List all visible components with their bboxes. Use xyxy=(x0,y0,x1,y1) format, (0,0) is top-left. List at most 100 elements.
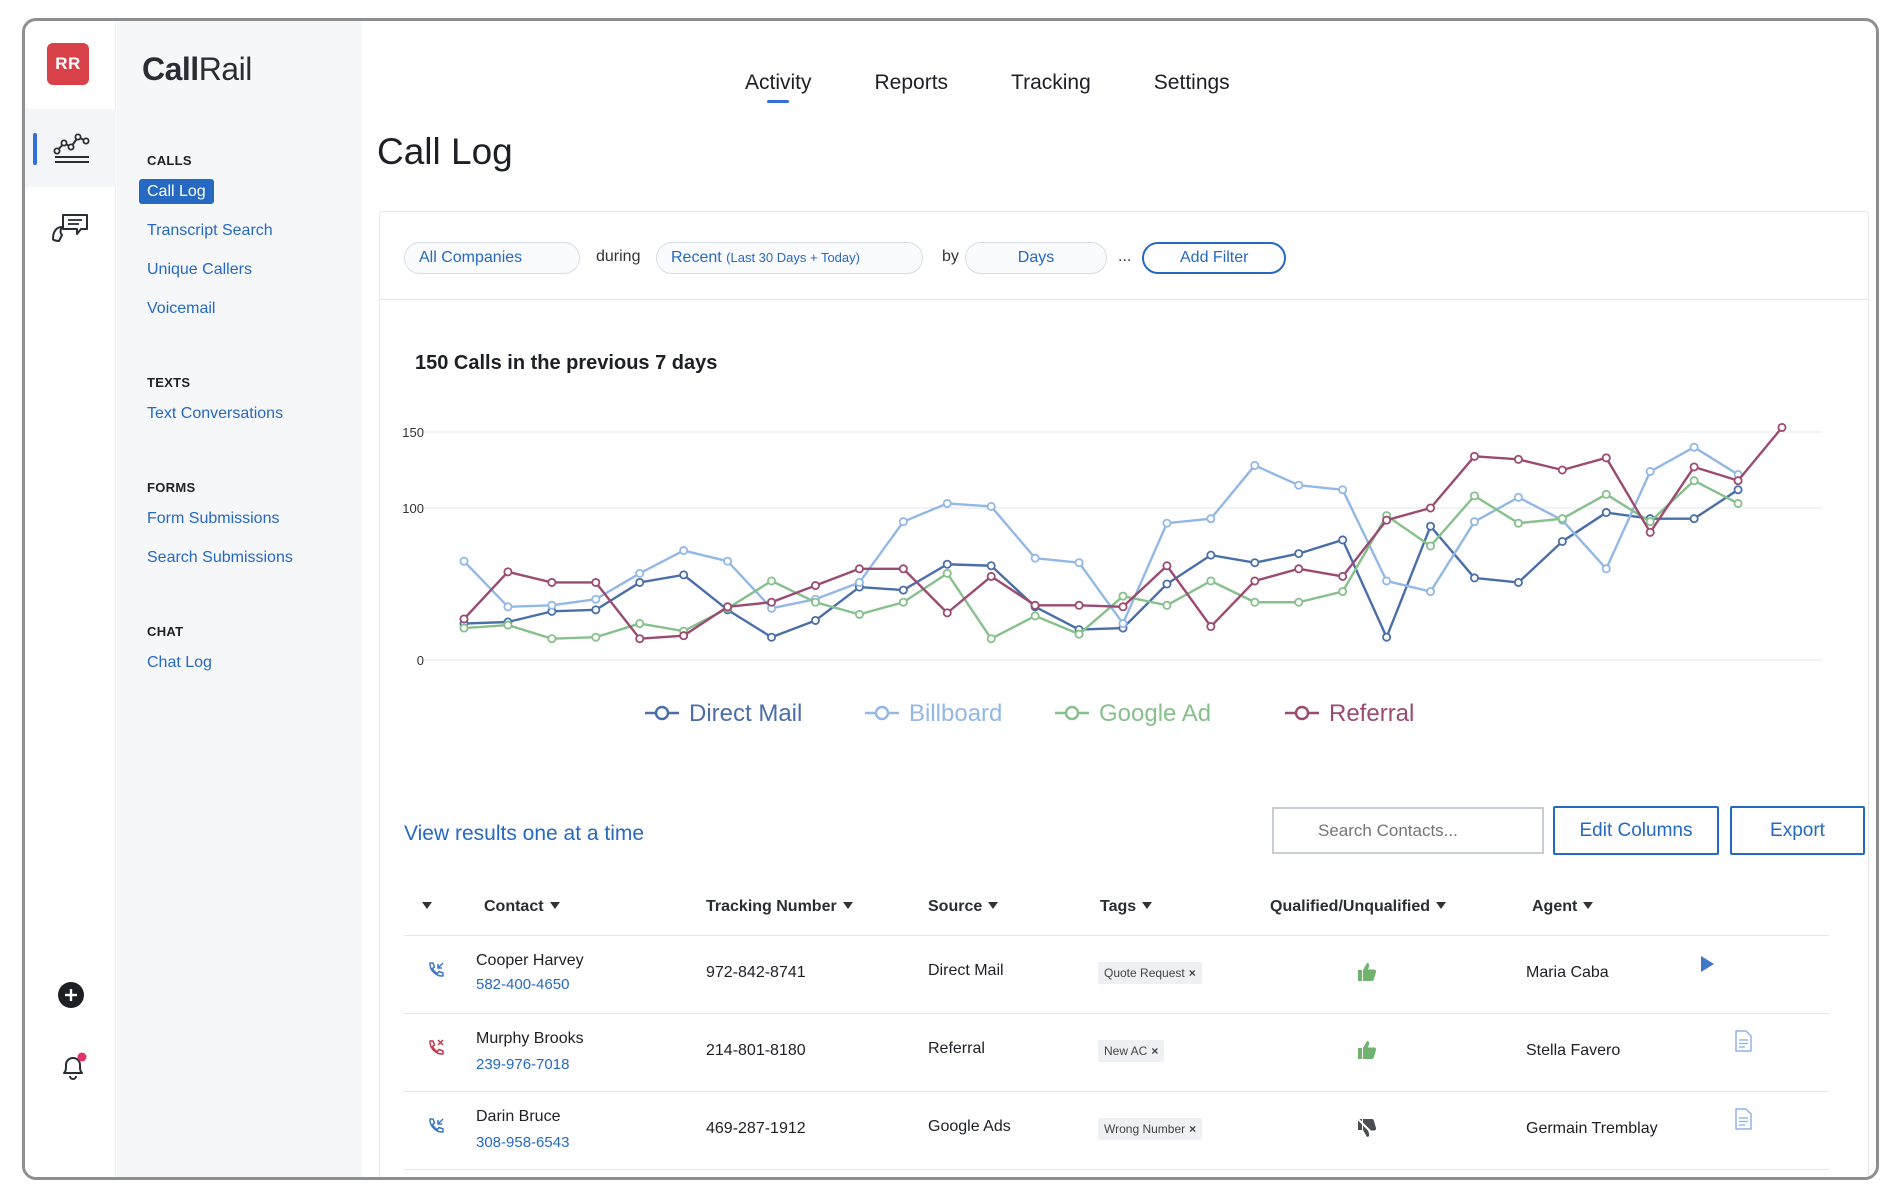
data-point-direct-mail[interactable] xyxy=(1250,558,1260,568)
data-point-referral[interactable] xyxy=(679,631,689,641)
data-point-billboard[interactable] xyxy=(1162,518,1172,528)
data-point-referral[interactable] xyxy=(1733,476,1743,486)
data-point-referral[interactable] xyxy=(1118,602,1128,612)
table-row[interactable]: Cooper Harvey 582-400-4650 972-842-8741 … xyxy=(404,936,1829,1014)
data-point-google-ad[interactable] xyxy=(1074,629,1084,639)
data-point-referral[interactable] xyxy=(1777,422,1787,432)
brand-logo[interactable]: CallRail xyxy=(142,51,252,87)
data-point-referral[interactable] xyxy=(1382,515,1392,525)
column-header-qualified[interactable]: Qualified/Unqualified xyxy=(1270,898,1447,916)
data-point-direct-mail[interactable] xyxy=(1469,573,1479,583)
data-point-billboard[interactable] xyxy=(1601,564,1611,574)
conversation-icon[interactable] xyxy=(49,211,91,245)
data-point-google-ad[interactable] xyxy=(635,619,645,629)
data-point-billboard[interactable] xyxy=(986,501,996,511)
data-point-billboard[interactable] xyxy=(1338,485,1348,495)
data-point-referral[interactable] xyxy=(1030,600,1040,610)
data-point-direct-mail[interactable] xyxy=(898,585,908,595)
nav-item-unique-callers[interactable]: Unique Callers xyxy=(147,261,252,278)
data-point-referral[interactable] xyxy=(1469,451,1479,461)
add-filter-button[interactable]: Add Filter xyxy=(1142,242,1287,274)
data-point-google-ad[interactable] xyxy=(1557,514,1567,524)
data-point-referral[interactable] xyxy=(898,564,908,574)
data-point-billboard[interactable] xyxy=(1074,558,1084,568)
data-point-direct-mail[interactable] xyxy=(1162,579,1172,589)
data-point-billboard[interactable] xyxy=(1469,517,1479,527)
table-row[interactable]: Murphy Brooks 239-976-7018 214-801-8180 … xyxy=(404,1014,1829,1092)
thumbs-down-icon[interactable] xyxy=(1356,1117,1378,1139)
data-point-google-ad[interactable] xyxy=(854,609,864,619)
data-point-google-ad[interactable] xyxy=(1250,597,1260,607)
data-point-google-ad[interactable] xyxy=(547,634,557,644)
data-point-direct-mail[interactable] xyxy=(767,632,777,642)
data-point-referral[interactable] xyxy=(503,567,513,577)
data-point-referral[interactable] xyxy=(942,608,952,618)
data-point-referral[interactable] xyxy=(459,614,469,624)
nav-item-text-conversations[interactable]: Text Conversations xyxy=(147,405,284,422)
data-point-referral[interactable] xyxy=(1601,453,1611,463)
data-point-referral[interactable] xyxy=(723,602,733,612)
search-contacts-input[interactable] xyxy=(1272,807,1544,854)
tab-settings[interactable]: Settings xyxy=(1153,71,1230,94)
data-point-google-ad[interactable] xyxy=(1733,498,1743,508)
thumbs-up-icon[interactable] xyxy=(1356,1039,1378,1061)
data-point-google-ad[interactable] xyxy=(1513,518,1523,528)
table-row[interactable]: Darin Bruce 308-958-6543 469-287-1912 Go… xyxy=(404,1092,1829,1170)
data-point-google-ad[interactable] xyxy=(767,576,777,586)
data-point-google-ad[interactable] xyxy=(1118,591,1128,601)
export-button[interactable]: Export xyxy=(1730,806,1865,855)
data-point-referral[interactable] xyxy=(1250,576,1260,586)
data-point-direct-mail[interactable] xyxy=(1601,508,1611,518)
data-point-billboard[interactable] xyxy=(1206,514,1216,524)
play-icon[interactable] xyxy=(1698,954,1716,974)
nav-item-transcript-search[interactable]: Transcript Search xyxy=(147,222,273,239)
data-point-billboard[interactable] xyxy=(591,594,601,604)
data-point-referral[interactable] xyxy=(1557,465,1567,475)
contact-phone-link[interactable]: 308-958-6543 xyxy=(476,1134,570,1151)
data-point-referral[interactable] xyxy=(986,571,996,581)
data-point-billboard[interactable] xyxy=(1513,492,1523,502)
data-point-billboard[interactable] xyxy=(723,556,733,566)
data-point-billboard[interactable] xyxy=(854,577,864,587)
data-point-google-ad[interactable] xyxy=(1469,491,1479,501)
thumbs-up-icon[interactable] xyxy=(1356,961,1378,983)
transcript-icon[interactable] xyxy=(1734,1108,1752,1130)
data-point-billboard[interactable] xyxy=(547,600,557,610)
data-point-billboard[interactable] xyxy=(1030,553,1040,563)
data-point-google-ad[interactable] xyxy=(898,597,908,607)
edit-columns-button[interactable]: Edit Columns xyxy=(1553,806,1719,855)
nav-item-form-submissions[interactable]: Form Submissions xyxy=(147,510,280,527)
contact-phone-link[interactable]: 239-976-7018 xyxy=(476,1056,570,1073)
data-point-google-ad[interactable] xyxy=(1030,611,1040,621)
data-point-direct-mail[interactable] xyxy=(942,559,952,569)
more-filters-ellipsis[interactable]: ... xyxy=(1118,248,1132,265)
data-point-referral[interactable] xyxy=(591,577,601,587)
column-header-source[interactable]: Source xyxy=(928,898,999,916)
data-point-direct-mail[interactable] xyxy=(591,605,601,615)
tag-remove-icon[interactable]: × xyxy=(1189,1122,1197,1136)
data-point-referral[interactable] xyxy=(1338,571,1348,581)
data-point-referral[interactable] xyxy=(1162,561,1172,571)
data-point-billboard[interactable] xyxy=(898,517,908,527)
data-point-billboard[interactable] xyxy=(1118,619,1128,629)
avatar[interactable]: RR xyxy=(47,43,89,85)
data-point-google-ad[interactable] xyxy=(459,623,469,633)
data-point-google-ad[interactable] xyxy=(503,620,513,630)
data-point-referral[interactable] xyxy=(1206,622,1216,632)
data-point-google-ad[interactable] xyxy=(1206,576,1216,586)
tab-activity[interactable]: Activity xyxy=(745,71,812,103)
data-point-direct-mail[interactable] xyxy=(810,615,820,625)
data-point-direct-mail[interactable] xyxy=(1733,485,1743,495)
data-point-google-ad[interactable] xyxy=(1338,587,1348,597)
column-header-tracking-number[interactable]: Tracking Number xyxy=(706,898,853,916)
data-point-billboard[interactable] xyxy=(503,602,513,612)
activity-chart-icon[interactable] xyxy=(53,131,91,165)
data-point-referral[interactable] xyxy=(1074,600,1084,610)
data-point-direct-mail[interactable] xyxy=(1382,632,1392,642)
select-all-caret[interactable] xyxy=(422,898,432,916)
data-point-billboard[interactable] xyxy=(1382,576,1392,586)
data-point-google-ad[interactable] xyxy=(1162,600,1172,610)
data-point-referral[interactable] xyxy=(1513,454,1523,464)
data-point-referral[interactable] xyxy=(854,564,864,574)
nav-item-voicemail[interactable]: Voicemail xyxy=(147,300,216,317)
